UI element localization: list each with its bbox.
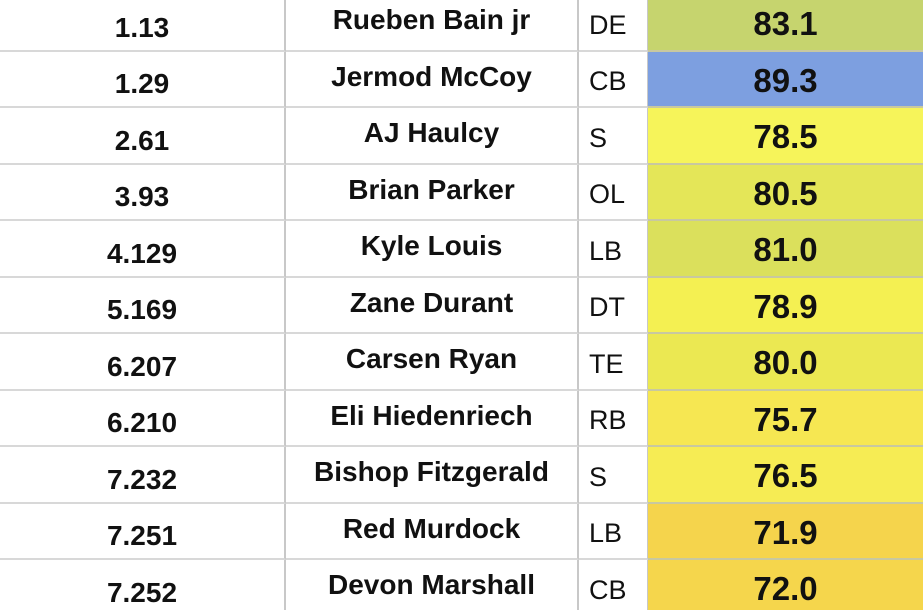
- score[interactable]: 78.9: [648, 277, 923, 334]
- score[interactable]: 80.0: [648, 334, 923, 391]
- pick-cell[interactable]: 4.129: [0, 221, 286, 278]
- position[interactable]: OL: [579, 164, 648, 221]
- player-name[interactable]: Zane Durant: [286, 277, 579, 334]
- position[interactable]: RB: [579, 390, 648, 447]
- player-name[interactable]: Rueben Bain jr: [286, 0, 579, 52]
- position[interactable]: CB: [579, 51, 648, 108]
- position[interactable]: S: [579, 108, 648, 165]
- pick-cell[interactable]: 7.251: [0, 503, 286, 560]
- score[interactable]: 71.9: [648, 503, 923, 560]
- pick-cell[interactable]: 1.29: [0, 51, 286, 108]
- score[interactable]: 80.5: [648, 164, 923, 221]
- position[interactable]: DE: [579, 0, 648, 52]
- score[interactable]: 89.3: [648, 51, 923, 108]
- pick-cell[interactable]: 1.13: [0, 0, 286, 52]
- score[interactable]: 78.5: [648, 108, 923, 165]
- player-name[interactable]: Brian Parker: [286, 164, 579, 221]
- pick-cell[interactable]: 5.169: [0, 277, 286, 334]
- score[interactable]: 75.7: [648, 390, 923, 447]
- player-name[interactable]: Jermod McCoy: [286, 51, 579, 108]
- position[interactable]: DT: [579, 277, 648, 334]
- player-name[interactable]: Red Murdock: [286, 503, 579, 560]
- score[interactable]: 81.0: [648, 221, 923, 278]
- pick-cell[interactable]: 6.210: [0, 390, 286, 447]
- player-name[interactable]: Bishop Fitzgerald: [286, 447, 579, 504]
- position[interactable]: LB: [579, 503, 648, 560]
- position[interactable]: LB: [579, 221, 648, 278]
- position[interactable]: S: [579, 447, 648, 504]
- pick-cell[interactable]: 6.207: [0, 334, 286, 391]
- player-name[interactable]: AJ Haulcy: [286, 108, 579, 165]
- pick-cell[interactable]: 2.61: [0, 108, 286, 165]
- pick-cell[interactable]: 3.93: [0, 164, 286, 221]
- player-name[interactable]: Carsen Ryan: [286, 334, 579, 391]
- position[interactable]: TE: [579, 334, 648, 391]
- player-name[interactable]: Kyle Louis: [286, 221, 579, 278]
- pick-cell[interactable]: 7.252: [0, 560, 286, 610]
- score[interactable]: 76.5: [648, 447, 923, 504]
- player-name[interactable]: Devon Marshall: [286, 560, 579, 610]
- score[interactable]: 72.0: [648, 560, 923, 610]
- position[interactable]: CB: [579, 560, 648, 610]
- player-name[interactable]: Eli Hiedenriech: [286, 390, 579, 447]
- pick-cell[interactable]: 7.232: [0, 447, 286, 504]
- score[interactable]: 83.1: [648, 0, 923, 52]
